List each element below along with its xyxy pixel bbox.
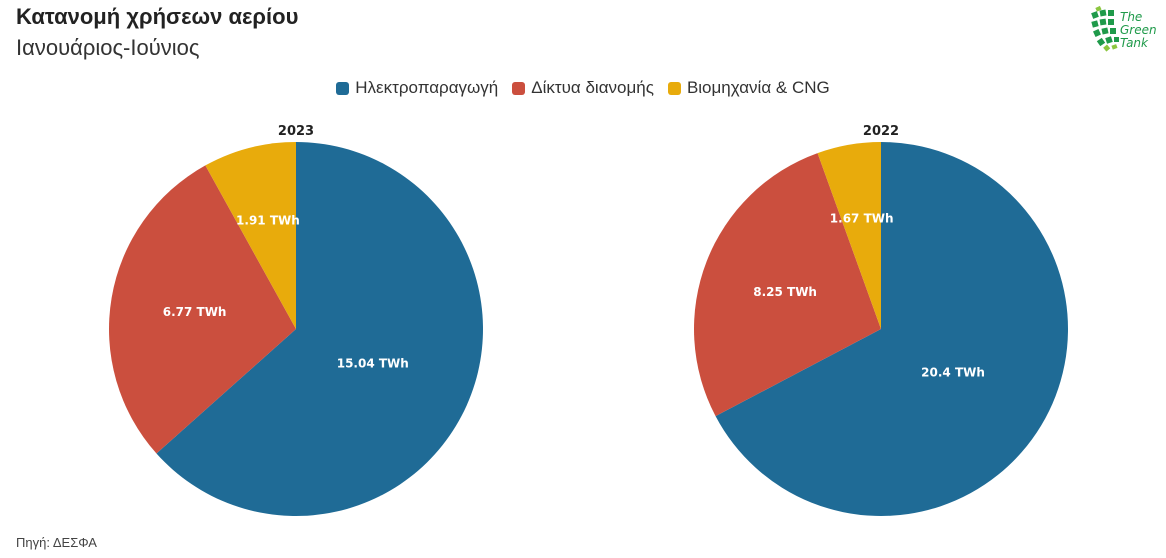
pie-slice[interactable]: [694, 153, 881, 417]
pie-slice[interactable]: [108, 165, 296, 454]
legend-label: Δίκτυα διανομής: [531, 78, 654, 97]
legend-label: Βιομηχανία & CNG: [686, 78, 830, 97]
chart-subtitle: Ιανουάριος-Ιούνιος: [16, 35, 200, 60]
legend-swatch: [667, 81, 681, 95]
legend-swatch: [336, 81, 350, 95]
pie-slice[interactable]: [817, 142, 881, 329]
pie-title: 2022: [863, 124, 899, 139]
slice-label: 1.67 TWh: [830, 211, 894, 225]
slice-label: 20.4 TWh: [921, 365, 985, 379]
slice-label: 8.25 TWh: [753, 285, 817, 299]
legend-item[interactable]: Δίκτυα διανομής: [512, 78, 654, 98]
pie-chart-2022: 2022 20.4 TWh 8.25 TWh 1.67 TWh: [694, 124, 1068, 517]
legend-item[interactable]: Βιομηχανία & CNG: [667, 78, 830, 98]
slice-label: 1.91 TWh: [236, 213, 300, 227]
slice-label: 15.04 TWh: [337, 356, 409, 370]
legend: Ηλεκτροπαραγωγή Δίκτυα διανομής Βιομηχανία…: [0, 78, 1166, 98]
pie-title: 2023: [278, 124, 314, 139]
chart-title: Κατανομή χρήσεων αερίου: [16, 4, 299, 29]
pie-chart-2023: 2023 15.04 TWh 6.77 TWh 1.91 TWh: [108, 124, 484, 516]
pie-slice[interactable]: [715, 142, 1068, 517]
green-tank-logo-icon: [1091, 6, 1119, 52]
legend-item[interactable]: Ηλεκτροπαραγωγή: [336, 78, 498, 98]
logo-text: The Green Tank: [1120, 10, 1157, 50]
source-note: Πηγή: ΔΕΣΦΑ: [16, 535, 97, 550]
slice-label: 6.77 TWh: [163, 305, 227, 319]
pie-slice[interactable]: [205, 142, 296, 329]
legend-swatch: [512, 81, 526, 95]
pie-slice[interactable]: [156, 142, 484, 516]
legend-label: Ηλεκτροπαραγωγή: [355, 78, 499, 97]
